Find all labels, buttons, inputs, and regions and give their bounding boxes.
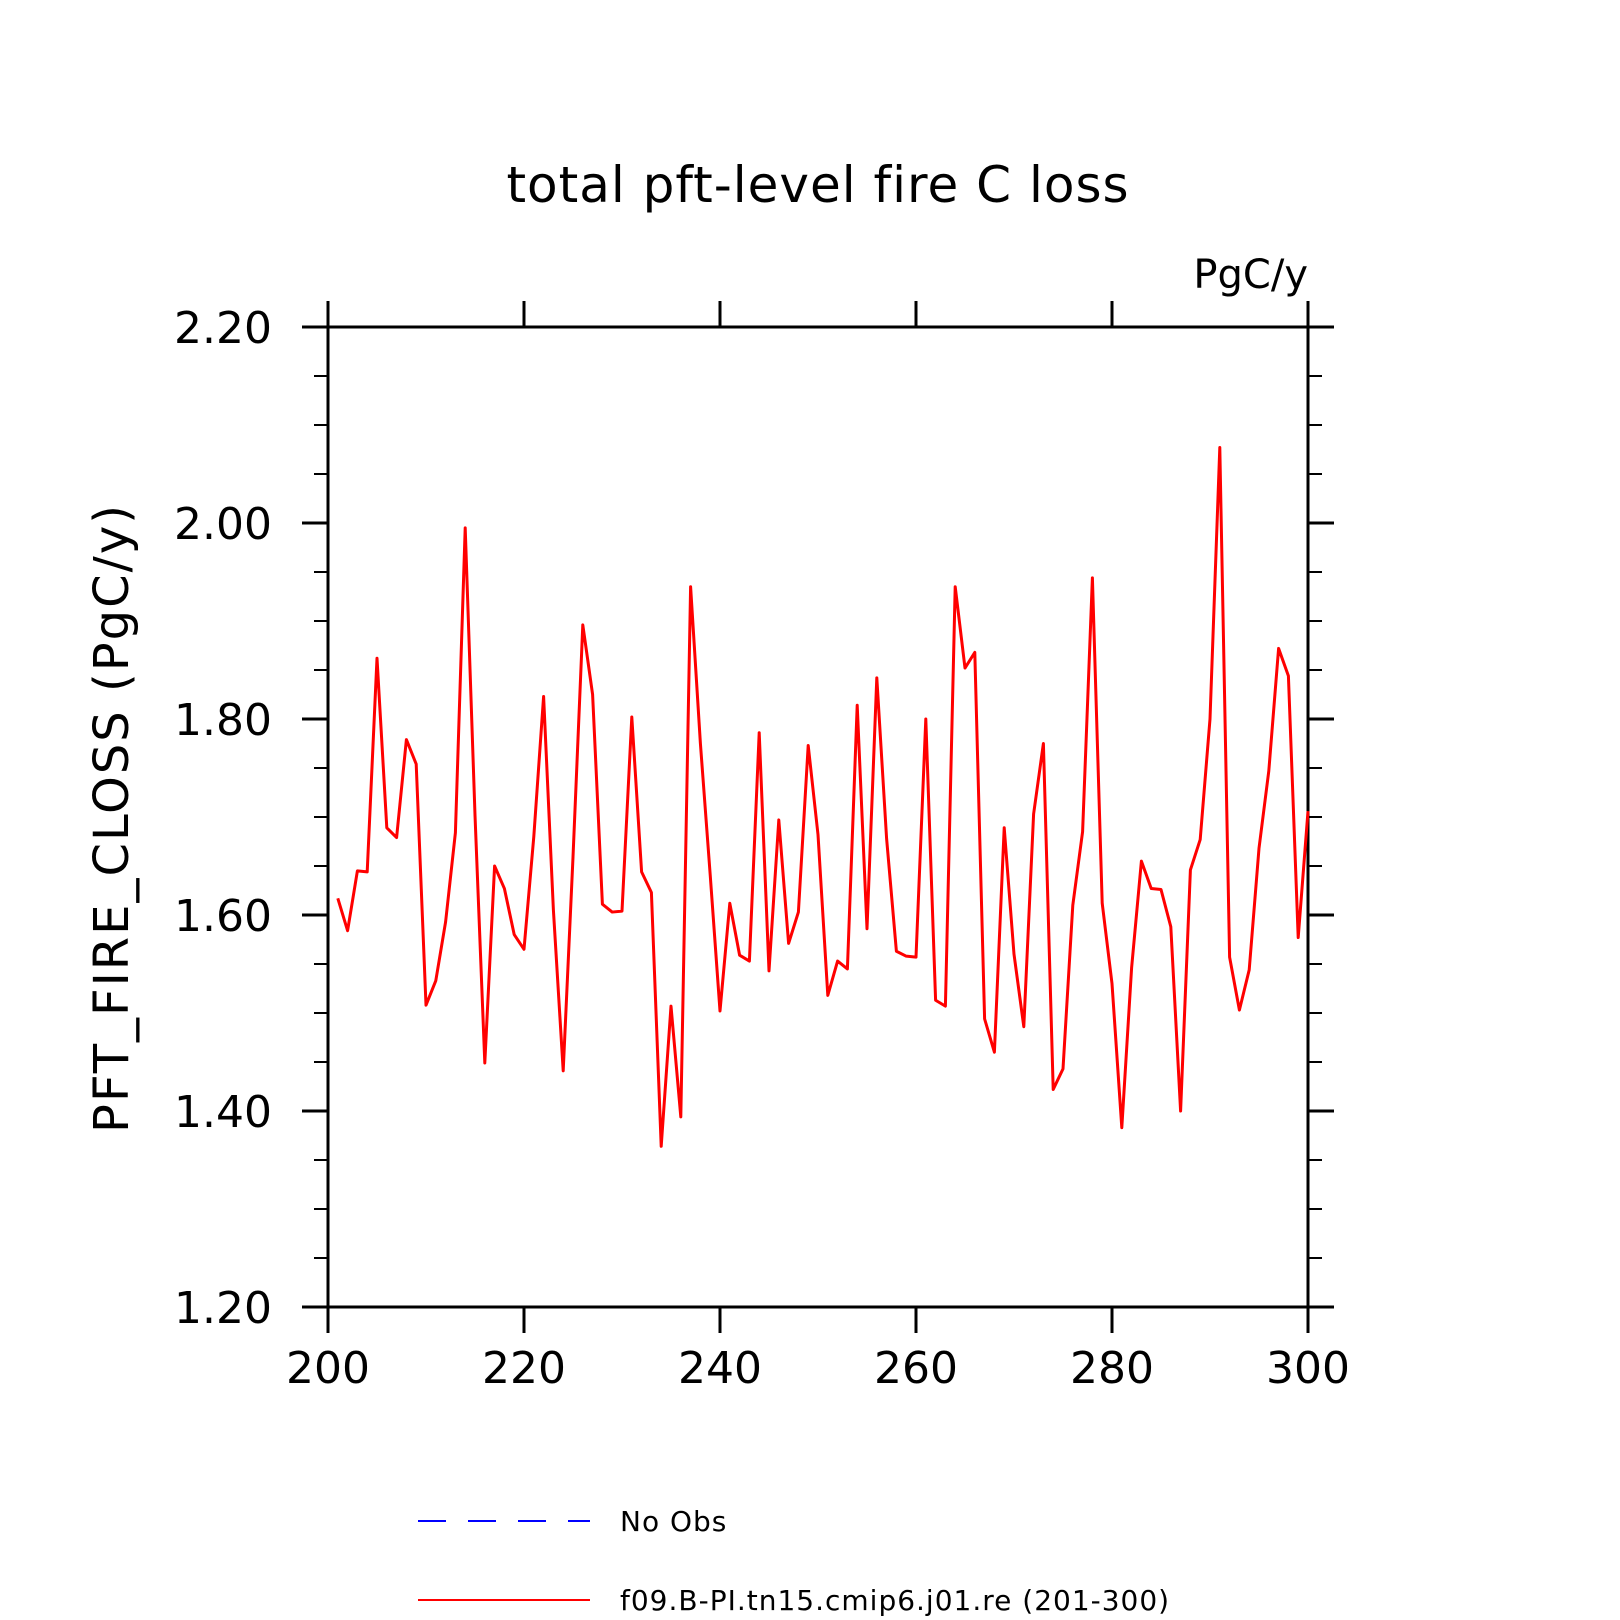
y-tick-label: 2.00 (174, 499, 272, 550)
series-layer (336, 446, 1310, 1148)
x-tick-label: 300 (1266, 1343, 1350, 1394)
y-tick-label: 1.80 (174, 695, 272, 746)
plot-axes: 200 220 240 260 280 300 1.20 1.40 1.60 1.80 2.00 2.… (174, 301, 1350, 1394)
y-axis-label: PFT_FIRE_CLOSS (PgC/y) (84, 503, 140, 1133)
legend-label: f09.B-PI.tn15.cmip6.j01.re (201-300) (620, 1584, 1170, 1617)
y-tick-label: 1.40 (174, 1087, 272, 1138)
x-tick-label: 260 (874, 1343, 958, 1394)
legend: No Obs f09.B-PI.tn15.cmip6.j01.re (201-30… (418, 1505, 1170, 1617)
y-tick-label: 1.20 (174, 1283, 272, 1334)
legend-label: No Obs (620, 1505, 727, 1538)
y-tick-label: 2.20 (174, 303, 272, 354)
x-tick-label: 200 (286, 1343, 370, 1394)
x-tick-label: 220 (482, 1343, 566, 1394)
y-tick-label: 1.60 (174, 891, 272, 942)
x-tick-label: 280 (1070, 1343, 1154, 1394)
x-tick-label: 240 (678, 1343, 762, 1394)
chart-title: total pft-level fire C loss (506, 156, 1129, 214)
series-line (336, 446, 1310, 1148)
units-label: PgC/y (1193, 252, 1308, 298)
